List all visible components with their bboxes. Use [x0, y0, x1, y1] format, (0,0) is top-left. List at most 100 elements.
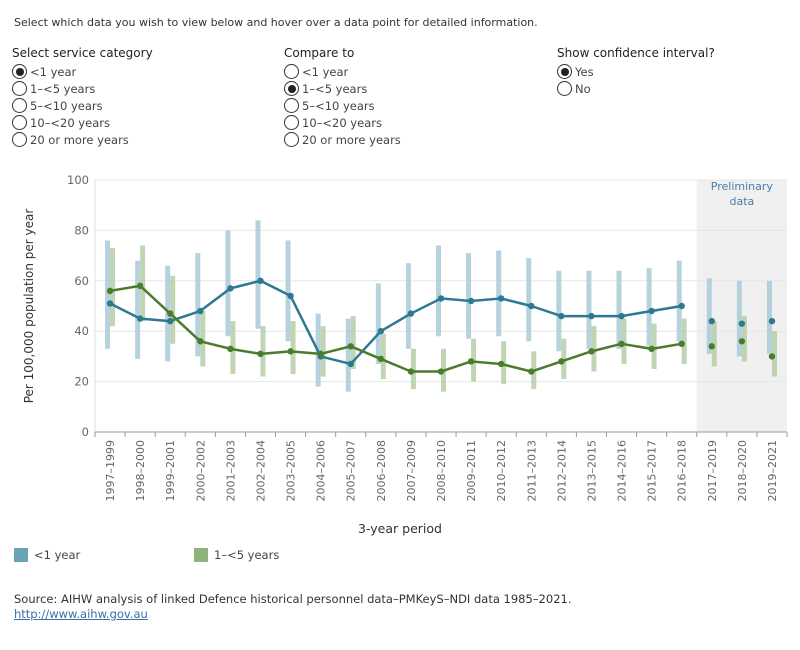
radio-button-icon[interactable]: [284, 98, 299, 113]
x-tick-label: 2004–2006: [315, 440, 328, 502]
service-option-4[interactable]: 20 or more years: [12, 131, 153, 148]
radio-button-icon[interactable]: [284, 115, 299, 130]
x-tick-label: 2003–2005: [285, 440, 298, 502]
x-tick-label: 2008–2010: [435, 440, 448, 502]
service-option-1[interactable]: 1–<5 years: [12, 80, 153, 97]
data-point: [588, 348, 595, 355]
line-chart: Preliminary data 0 20 40 60 80 100 Per 100,000 p…: [22, 173, 788, 502]
preliminary-label: data: [729, 195, 754, 208]
confidence-interval-bar: [140, 245, 146, 322]
y-tick-label: 0: [82, 425, 89, 439]
radio-button-icon[interactable]: [557, 64, 572, 79]
service-option-2[interactable]: 5–<10 years: [12, 97, 153, 114]
aihw-link[interactable]: http://www.aihw.gov.au: [14, 607, 148, 621]
confidence-interval-bar: [766, 280, 772, 354]
radio-button-icon[interactable]: [12, 115, 27, 130]
radio-button-icon[interactable]: [557, 81, 572, 96]
radio-button-icon[interactable]: [284, 64, 299, 79]
radio-dot-icon: [560, 67, 569, 76]
data-point: [377, 355, 385, 363]
radio-dot-icon: [287, 84, 296, 93]
data-point: [347, 343, 354, 350]
x-tick-label: 2015–2017: [646, 440, 659, 502]
confidence-interval-control: Show confidence interval? Yes No: [557, 46, 715, 97]
ci-option-1[interactable]: No: [557, 80, 715, 97]
compare-option-0[interactable]: <1 year: [284, 63, 401, 80]
confidence-interval-bar: [255, 220, 261, 329]
confidence-interval-title: Show confidence interval?: [557, 46, 715, 60]
compare-option-4[interactable]: 20 or more years: [284, 131, 401, 148]
x-tick-label: 2011–2013: [525, 440, 538, 502]
compare-to-title: Compare to: [284, 46, 355, 60]
confidence-interval-bar: [225, 230, 231, 337]
data-point: [648, 307, 655, 315]
confidence-interval-bar: [260, 326, 266, 377]
legend-label-1-to-5-years: 1–<5 years: [214, 548, 280, 562]
data-point: [558, 358, 565, 365]
confidence-interval-bar: [466, 253, 472, 339]
confidence-interval-bar: [586, 270, 592, 349]
confidence-interval-bar: [741, 316, 747, 362]
data-point: [708, 343, 715, 350]
preliminary-label: Preliminary: [711, 180, 774, 193]
data-point: [528, 368, 535, 375]
ci-option-label: Yes: [575, 64, 594, 79]
legend-swatch-1-to-5-years: [194, 548, 208, 562]
x-tick-label: 2010–2012: [495, 440, 508, 502]
radio-button-icon[interactable]: [284, 81, 299, 96]
data-point: [467, 358, 475, 365]
legend-item-under-1-year[interactable]: <1 year: [14, 548, 80, 562]
x-tick-label: 2018–2020: [736, 440, 749, 502]
legend-item-1-to-5-years[interactable]: 1–<5 years: [194, 548, 279, 562]
y-tick-label: 80: [74, 223, 89, 237]
compare-option-label: 20 or more years: [302, 132, 401, 147]
service-option-3[interactable]: 10–<20 years: [12, 114, 153, 131]
x-tick-label: 2007–2009: [405, 440, 418, 502]
x-tick-label: 2006–2008: [375, 440, 388, 502]
radio-button-icon[interactable]: [12, 64, 27, 79]
instruction-text: Select which data you wish to view below…: [14, 16, 538, 29]
compare-option-2[interactable]: 5–<10 years: [284, 97, 401, 114]
data-point: [106, 300, 114, 307]
data-point: [437, 368, 445, 375]
data-point: [197, 307, 204, 315]
y-axis-title: Per 100,000 population per year: [22, 209, 36, 404]
compare-to-control: Compare to <1 year 1–<5 years 5–<10 years 1…: [284, 46, 401, 148]
service-option-label: 1–<5 years: [30, 81, 96, 96]
service-option-0[interactable]: <1 year: [12, 63, 153, 80]
radio-button-icon[interactable]: [284, 132, 299, 147]
data-point: [317, 350, 324, 358]
x-tick-label: 1997–1999: [104, 440, 117, 502]
radio-button-icon[interactable]: [12, 98, 27, 113]
x-tick-label: 2014–2016: [616, 440, 629, 502]
x-tick-label: 2019–2021: [766, 440, 779, 502]
ci-option-0[interactable]: Yes: [557, 63, 715, 80]
radio-button-icon[interactable]: [12, 81, 27, 96]
x-axis-title: 3-year period: [358, 521, 442, 536]
compare-option-1[interactable]: 1–<5 years: [284, 80, 401, 97]
service-category-title: Select service category: [12, 46, 153, 60]
data-point: [167, 317, 174, 325]
compare-option-3[interactable]: 10–<20 years: [284, 114, 401, 131]
service-category-options: <1 year 1–<5 years 5–<10 years 10–<20 years…: [12, 63, 153, 148]
data-point: [618, 340, 625, 347]
x-tick-label: 2016–2018: [676, 440, 689, 502]
data-point: [106, 287, 114, 295]
confidence-interval-bar: [591, 326, 597, 372]
confidence-interval-bar: [676, 260, 682, 342]
data-point: [467, 297, 475, 305]
confidence-interval-bar: [711, 321, 717, 367]
data-point: [738, 320, 746, 327]
data-point: [708, 317, 715, 325]
compare-option-label: 10–<20 years: [302, 115, 382, 130]
data-point: [377, 328, 385, 335]
data-point: [558, 312, 565, 320]
data-point: [407, 310, 415, 317]
radio-dot-icon: [15, 67, 24, 76]
legend-swatch-under-1-year: [14, 548, 28, 562]
confidence-interval-bar: [616, 270, 622, 349]
data-point: [227, 285, 234, 292]
confidence-interval-bar: [170, 275, 176, 344]
radio-button-icon[interactable]: [12, 132, 27, 147]
confidence-interval-bar: [195, 253, 201, 357]
